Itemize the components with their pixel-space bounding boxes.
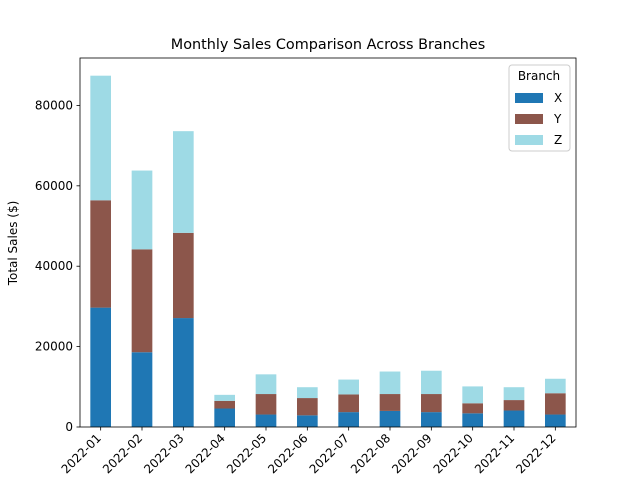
bar-Y-2022-11 bbox=[503, 400, 525, 411]
legend-box bbox=[508, 64, 571, 152]
bar-Y-2022-03 bbox=[173, 232, 194, 319]
bar-X-2022-03 bbox=[173, 318, 194, 427]
legend-label-X: X bbox=[554, 91, 562, 105]
x-tick-label: 2022-10 bbox=[431, 431, 476, 476]
y-tick-label: 0 bbox=[65, 420, 73, 434]
y-tick-label: 40000 bbox=[35, 259, 73, 273]
x-tick-label: 2022-01 bbox=[59, 431, 104, 476]
x-tick-label: 2022-08 bbox=[348, 431, 393, 476]
x-tick-label: 2022-06 bbox=[265, 431, 310, 476]
bar-Z-2022-03 bbox=[173, 131, 194, 233]
legend-label-Y: Y bbox=[553, 112, 562, 126]
bar-Y-2022-05 bbox=[255, 394, 277, 415]
bar-X-2022-11 bbox=[503, 410, 525, 427]
y-tick-label: 80000 bbox=[35, 98, 73, 112]
bar-X-2022-12 bbox=[545, 414, 566, 427]
bar-Z-2022-08 bbox=[379, 371, 401, 395]
bar-Y-2022-10 bbox=[462, 403, 483, 414]
x-tick-label: 2022-11 bbox=[472, 431, 517, 476]
chart-title: Monthly Sales Comparison Across Branches bbox=[171, 37, 485, 53]
legend-swatch-Z bbox=[515, 135, 543, 145]
bar-Z-2022-06 bbox=[297, 387, 318, 399]
bar-X-2022-06 bbox=[297, 415, 318, 427]
bar-Z-2022-11 bbox=[503, 387, 525, 401]
bar-Y-2022-01 bbox=[90, 200, 111, 308]
bar-Z-2022-10 bbox=[462, 386, 483, 404]
bar-X-2022-07 bbox=[338, 412, 359, 427]
bar-Y-2022-12 bbox=[545, 393, 566, 415]
bar-X-2022-08 bbox=[379, 410, 401, 427]
x-tick-label: 2022-12 bbox=[513, 431, 558, 476]
legend-label-Z: Z bbox=[554, 133, 562, 147]
bar-X-2022-05 bbox=[255, 414, 277, 427]
bar-Y-2022-09 bbox=[421, 394, 442, 413]
bar-Y-2022-04 bbox=[214, 400, 235, 409]
legend-swatch-X bbox=[515, 93, 543, 103]
bar-X-2022-10 bbox=[462, 413, 483, 427]
x-tick-label: 2022-09 bbox=[389, 431, 434, 476]
bar-Z-2022-01 bbox=[90, 75, 111, 201]
bar-Z-2022-09 bbox=[421, 370, 442, 395]
x-tick-label: 2022-07 bbox=[307, 431, 352, 476]
legend-title: Branch bbox=[518, 69, 560, 83]
x-tick-label: 2022-05 bbox=[224, 431, 269, 476]
bar-Z-2022-04 bbox=[214, 394, 235, 401]
bar-X-2022-01 bbox=[90, 307, 111, 427]
x-tick-label: 2022-04 bbox=[183, 431, 228, 476]
bar-Y-2022-06 bbox=[297, 398, 318, 416]
y-tick-label: 20000 bbox=[35, 340, 73, 354]
bar-Y-2022-07 bbox=[338, 394, 359, 413]
bar-Z-2022-02 bbox=[131, 170, 153, 250]
bar-Y-2022-02 bbox=[131, 249, 153, 353]
plot-frame bbox=[79, 57, 577, 428]
bar-Y-2022-08 bbox=[379, 394, 401, 411]
x-tick-label: 2022-03 bbox=[141, 431, 186, 476]
bar-X-2022-09 bbox=[421, 412, 442, 427]
bar-X-2022-04 bbox=[214, 408, 235, 427]
bar-Z-2022-07 bbox=[338, 379, 359, 395]
y-tick-label: 60000 bbox=[35, 179, 73, 193]
bar-X-2022-02 bbox=[131, 352, 153, 427]
x-tick-label: 2022-02 bbox=[100, 431, 145, 476]
bar-Z-2022-12 bbox=[545, 378, 566, 394]
y-axis-label: Total Sales ($) bbox=[6, 201, 20, 287]
legend: Branch XYZ bbox=[508, 64, 571, 152]
bars-group bbox=[90, 75, 566, 427]
bar-Z-2022-05 bbox=[255, 374, 277, 395]
legend-swatch-Y bbox=[515, 114, 543, 124]
